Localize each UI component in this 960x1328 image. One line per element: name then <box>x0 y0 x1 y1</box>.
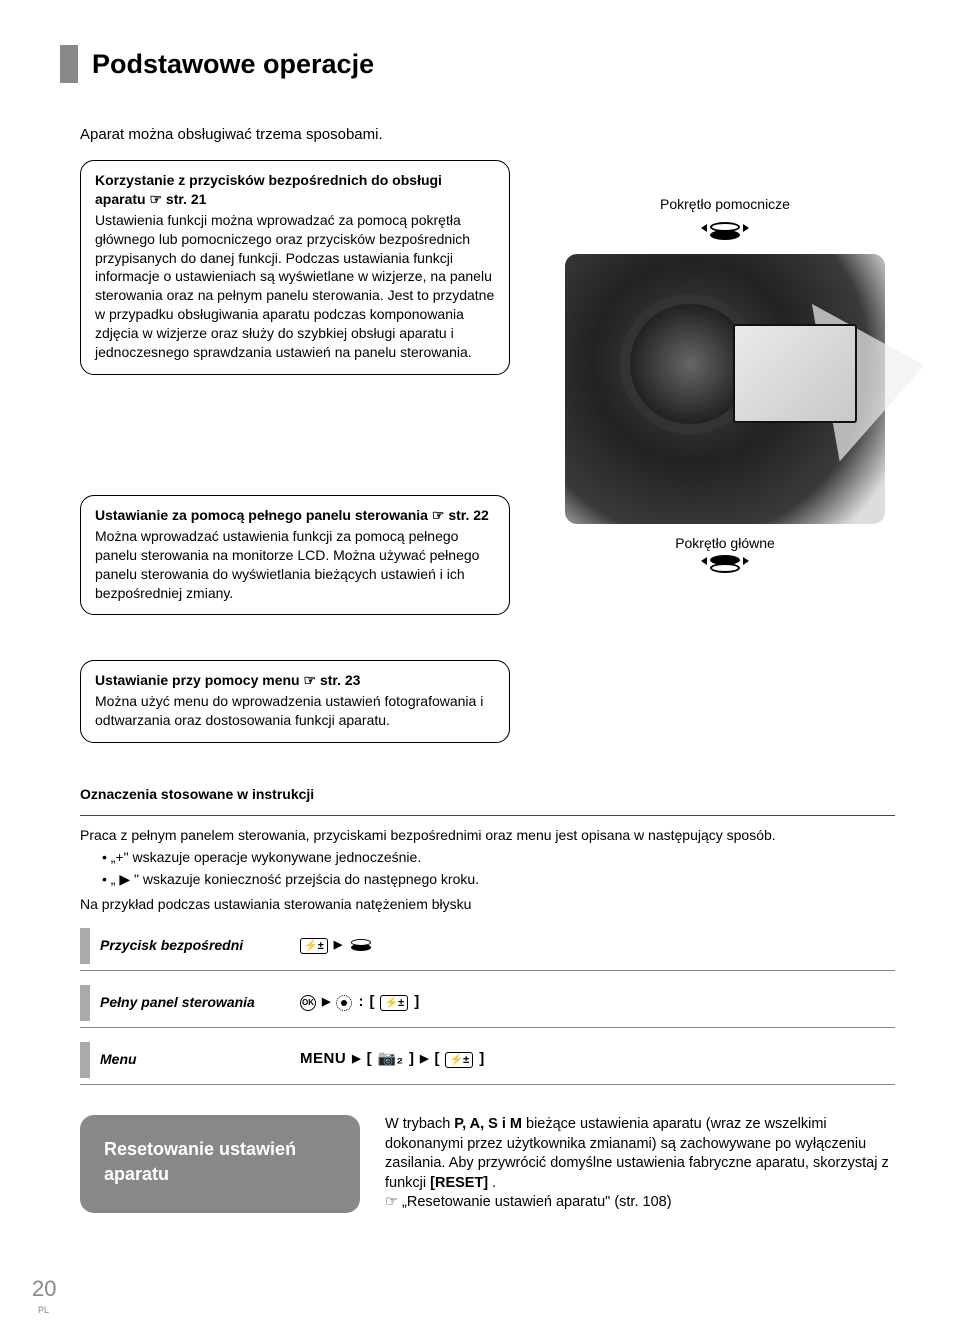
page-title-wrap: Podstawowe operacje <box>60 45 374 83</box>
box2-ref: ☞ str. 22 <box>432 507 489 523</box>
selector-icon <box>336 995 352 1011</box>
bracket-open: [ <box>367 1049 372 1069</box>
reset-ref: ☞ „Resetowanie ustawień aparatu" (str. 1… <box>385 1194 672 1210</box>
op-menu-symbols: MENU ▶ [ 📷₂ ] ▶ [ ⚡± ] <box>300 1049 484 1069</box>
reset-end: . <box>492 1175 496 1191</box>
flash-exposure-icon: ⚡± <box>445 1052 473 1068</box>
bracket-close: ] <box>409 1049 414 1069</box>
arrow-icon: ▶ <box>352 1052 360 1067</box>
box-direct-buttons: Korzystanie z przycisków bezpośrednich d… <box>80 160 510 375</box>
box3-title: Ustawianie przy pomocy menu <box>95 672 304 688</box>
box2-body: Można wprowadzać ustawienia funkcji za p… <box>95 527 495 603</box>
arrow-icon: ▶ <box>322 995 330 1010</box>
camera-image <box>565 254 885 524</box>
main-dial-icon <box>704 553 746 577</box>
row-accent-bar <box>80 985 90 1021</box>
menu-word: MENU <box>300 1049 346 1069</box>
op-menu-row: Menu MENU ▶ [ 📷₂ ] ▶ [ ⚡± ] <box>80 1036 895 1085</box>
colon: : <box>358 992 363 1012</box>
camera-menu-icon: 📷₂ <box>378 1049 403 1069</box>
reset-title-box: Resetowanie ustawień aparatu <box>80 1115 360 1213</box>
page-number: 20 <box>32 1274 56 1304</box>
box1-body: Ustawienia funkcji można wprowadzać za p… <box>95 211 495 362</box>
bracket-close: ] <box>414 992 419 1012</box>
reset-label: [RESET] <box>430 1175 488 1191</box>
op-panel-symbols: OK ▶ : [ ⚡± ] <box>300 992 419 1012</box>
box1-title: Korzystanie z przycisków bezpośrednich d… <box>95 172 442 207</box>
op-direct-row: Przycisk bezpośredni ⚡± ▶ <box>80 922 895 971</box>
box-full-panel: Ustawianie za pomocą pełnego panelu ster… <box>80 495 510 615</box>
ok-button-icon: OK <box>300 995 316 1011</box>
reset-body: W trybach P, A, S i M bieżące ustawienia… <box>360 1115 895 1213</box>
dial-icon <box>348 939 374 953</box>
box3-body: Można użyć menu do wprowadzenia ustawień… <box>95 692 495 730</box>
box-menu: Ustawianie przy pomocy menu ☞ str. 23 Mo… <box>80 660 510 743</box>
aux-dial-label: Pokrętło pomocnicze <box>555 195 895 214</box>
flash-exposure-icon: ⚡± <box>300 938 328 954</box>
arrow-icon: ▶ <box>334 938 342 953</box>
arrow-icon: ▶ <box>420 1052 428 1067</box>
aux-dial-icon <box>704 220 746 244</box>
op-menu-label: Menu <box>100 1050 300 1069</box>
instructions-block: Praca z pełnym panelem sterowania, przyc… <box>80 815 895 1085</box>
op-panel-row: Pełny panel sterowania OK ▶ : [ ⚡± ] <box>80 979 895 1028</box>
row-accent-bar <box>80 1042 90 1078</box>
title-accent-bar <box>60 45 78 83</box>
op-panel-label: Pełny panel sterowania <box>100 993 300 1012</box>
box2-title: Ustawianie za pomocą pełnego panelu ster… <box>95 507 432 523</box>
instr-bullet2: • „ ▶ " wskazuje konieczność przejścia d… <box>102 870 895 889</box>
box3-ref: ☞ str. 23 <box>304 672 361 688</box>
instr-bullet1: • „+" wskazuje operacje wykonywane jedno… <box>102 848 895 867</box>
bracket-close: ] <box>479 1049 484 1069</box>
op-direct-label: Przycisk bezpośredni <box>100 936 300 955</box>
intro-text: Aparat można obsługiwać trzema sposobami… <box>80 125 383 145</box>
instr-line2: Na przykład podczas ustawiania sterowani… <box>80 895 895 914</box>
camera-illustration-area: Pokrętło pomocnicze Pokrętło główne <box>555 195 895 577</box>
instr-line1: Praca z pełnym panelem sterowania, przyc… <box>80 826 895 845</box>
bracket-open: [ <box>369 992 374 1012</box>
main-dial-label: Pokrętło główne <box>555 534 895 553</box>
row-accent-bar <box>80 928 90 964</box>
light-ray-graphic <box>812 286 938 461</box>
op-direct-symbols: ⚡± ▶ <box>300 938 374 954</box>
pasm-modes: P, A, S i M <box>454 1116 522 1132</box>
bracket-open: [ <box>434 1049 439 1069</box>
box1-ref: ☞ str. 21 <box>149 191 206 207</box>
page-language: PL <box>38 1304 49 1316</box>
flash-exposure-icon: ⚡± <box>380 995 408 1011</box>
subsection-heading: Oznaczenia stosowane w instrukcji <box>80 785 314 804</box>
reset-section: Resetowanie ustawień aparatu W trybach P… <box>80 1115 895 1213</box>
reset-pre: W trybach <box>385 1116 454 1132</box>
page-title: Podstawowe operacje <box>92 46 374 82</box>
